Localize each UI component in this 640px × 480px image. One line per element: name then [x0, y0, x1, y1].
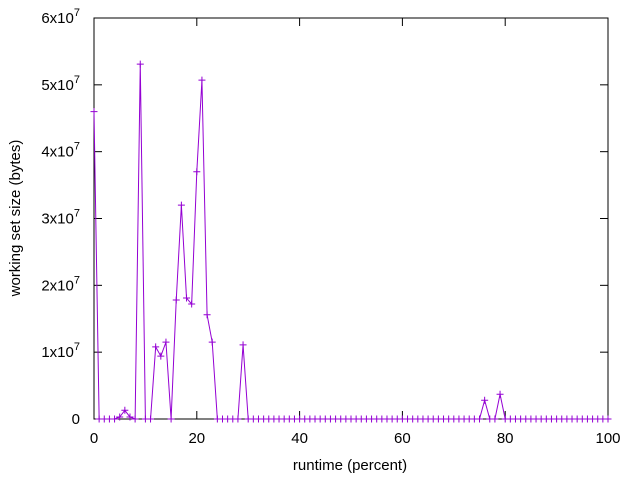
- y-tick-label-base: 6x10: [41, 10, 74, 27]
- x-axis-label: runtime (percent): [293, 457, 407, 474]
- data-point: [183, 294, 191, 302]
- x-tick-label: 60: [394, 430, 411, 447]
- x-tick-label: 80: [497, 430, 514, 447]
- y-axis-label: working set size (bytes): [7, 140, 24, 298]
- y-tick-label-base: 2x10: [41, 277, 74, 294]
- y-tick-label: 5x107: [41, 74, 80, 94]
- data-point: [126, 413, 134, 421]
- data-point: [152, 343, 160, 351]
- data-point: [188, 300, 196, 308]
- y-tick-label-exponent: 7: [74, 208, 80, 220]
- data-point: [491, 415, 499, 423]
- data-point: [203, 311, 211, 319]
- data-point: [136, 60, 144, 68]
- data-point: [162, 338, 170, 346]
- data-point: [177, 201, 185, 209]
- data-point: [198, 76, 206, 84]
- x-tick-label: 0: [90, 430, 98, 447]
- y-tick-label: 0: [72, 411, 80, 428]
- y-tick-label-base: 3x10: [41, 211, 74, 228]
- data-point: [116, 413, 124, 421]
- y-tick-label-base: 4x10: [41, 144, 74, 161]
- y-tick-label-base: 5x10: [41, 77, 74, 94]
- data-line: [93, 64, 608, 420]
- plot-frame: [93, 17, 609, 420]
- y-tick-label-exponent: 7: [74, 7, 80, 19]
- y-tick-label-exponent: 7: [74, 341, 80, 353]
- data-point: [131, 415, 139, 423]
- data-point: [239, 341, 247, 349]
- y-tick-label-base: 1x10: [41, 344, 74, 361]
- x-tick-label: 40: [291, 430, 308, 447]
- y-tick-label: 6x107: [41, 7, 80, 27]
- data-point: [193, 168, 201, 176]
- y-tick-label: 2x107: [41, 274, 80, 294]
- y-tick-label-exponent: 7: [74, 74, 80, 86]
- data-point: [147, 415, 155, 423]
- data-point: [481, 396, 489, 404]
- data-point: [167, 415, 175, 423]
- data-point: [496, 390, 504, 398]
- data-point: [234, 415, 242, 423]
- data-point: [476, 415, 483, 423]
- y-tick-label: 3x107: [41, 208, 80, 228]
- data-point: [157, 352, 165, 360]
- data-point: [121, 406, 129, 414]
- x-tick-label: 20: [188, 430, 205, 447]
- y-tick-label-exponent: 7: [74, 141, 80, 153]
- y-tick-label: 1x107: [41, 341, 80, 361]
- data-point: [172, 296, 180, 304]
- data-point: [90, 108, 98, 116]
- x-tick-label: 100: [595, 430, 620, 447]
- data-point: [604, 415, 612, 423]
- y-tick-label-exponent: 7: [74, 274, 80, 286]
- y-tick-label: 4x107: [41, 141, 80, 161]
- data-point: [111, 415, 119, 423]
- data-point: [208, 338, 216, 346]
